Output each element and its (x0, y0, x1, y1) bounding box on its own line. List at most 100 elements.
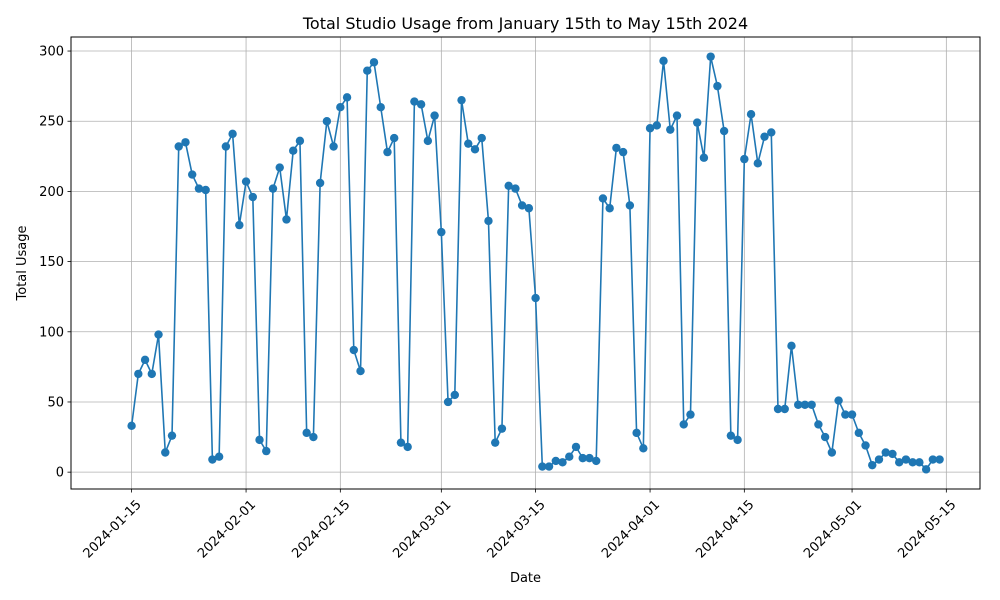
data-point (188, 170, 197, 179)
data-point (538, 462, 547, 471)
data-point (713, 81, 722, 91)
plot-frame (70, 36, 981, 490)
data-point (289, 146, 298, 155)
data-point (228, 129, 237, 139)
data-point (666, 125, 675, 134)
data-point (868, 460, 877, 470)
data-point (383, 147, 392, 157)
data-point (477, 133, 486, 143)
data-point (181, 138, 190, 147)
y-tick-label: 50 (47, 395, 64, 410)
data-point (349, 345, 358, 355)
data-point (161, 448, 170, 457)
data-point (753, 159, 762, 168)
data-point (396, 438, 406, 447)
data-point (531, 293, 540, 303)
data-point (861, 441, 870, 450)
data-point (322, 117, 332, 126)
data-point (895, 458, 904, 467)
plot-area (71, 37, 980, 489)
data-point (780, 404, 789, 414)
data-point (625, 201, 635, 210)
grid (71, 37, 980, 489)
data-point (457, 95, 466, 105)
data-point (578, 453, 587, 463)
data-point (571, 442, 581, 452)
data-point (814, 420, 823, 429)
data-point (800, 400, 810, 409)
data-point (928, 455, 938, 464)
chart-title: Total Studio Usage from January 15th to … (302, 14, 748, 33)
data-point (390, 133, 399, 143)
data-point (706, 52, 715, 61)
data-point (935, 455, 944, 464)
y-tick-label: 250 (39, 115, 64, 130)
data-point (491, 438, 500, 447)
data-point (672, 111, 682, 120)
data-point (416, 100, 426, 109)
data-point (235, 220, 244, 230)
data-point (201, 185, 210, 195)
data-point (302, 428, 311, 438)
data-point (686, 410, 695, 419)
data-point (315, 178, 325, 188)
data-point (336, 102, 345, 112)
data-point (511, 184, 520, 193)
data-point (376, 102, 385, 112)
series-total-usage (127, 52, 944, 474)
data-point (820, 432, 830, 442)
data-point (255, 435, 264, 445)
data-point (773, 404, 783, 414)
data-point (787, 341, 796, 351)
data-point (356, 366, 365, 376)
data-point (504, 181, 513, 190)
data-point (558, 458, 567, 467)
data-point (874, 455, 884, 464)
data-point (369, 58, 379, 67)
data-point (834, 396, 843, 405)
data-point (726, 431, 736, 440)
data-point (639, 444, 648, 453)
data-point (275, 163, 284, 172)
data-point (544, 462, 554, 471)
data-point (807, 400, 816, 409)
data-point (632, 428, 641, 438)
data-point (282, 215, 291, 224)
data-point (551, 456, 560, 466)
data-point (248, 192, 257, 202)
data-point (437, 227, 446, 237)
data-point (127, 421, 136, 431)
data-point (450, 390, 459, 400)
data-point (841, 410, 850, 419)
data-point (147, 369, 156, 379)
data-point (915, 458, 924, 467)
data-point (794, 400, 803, 409)
data-point (827, 448, 837, 457)
data-point (854, 428, 863, 438)
data-point (174, 142, 183, 151)
data-point (881, 448, 890, 457)
data-point (847, 410, 857, 419)
data-point (719, 126, 729, 136)
y-tick-label: 300 (39, 45, 64, 60)
data-point (612, 143, 621, 153)
data-point (464, 139, 473, 148)
data-point (908, 458, 917, 467)
data-point (140, 355, 150, 365)
data-point (241, 177, 251, 186)
data-point (767, 128, 776, 137)
data-point (645, 124, 655, 133)
x-axis-title: Date (510, 571, 541, 586)
data-point (740, 154, 749, 164)
data-point (565, 452, 574, 461)
data-point (746, 110, 756, 119)
data-point (598, 194, 608, 203)
data-point (403, 442, 412, 452)
data-point (517, 201, 527, 210)
y-tick-label: 0 (56, 466, 64, 481)
data-point (342, 93, 352, 102)
data-point (921, 465, 931, 474)
data-point (618, 147, 628, 157)
